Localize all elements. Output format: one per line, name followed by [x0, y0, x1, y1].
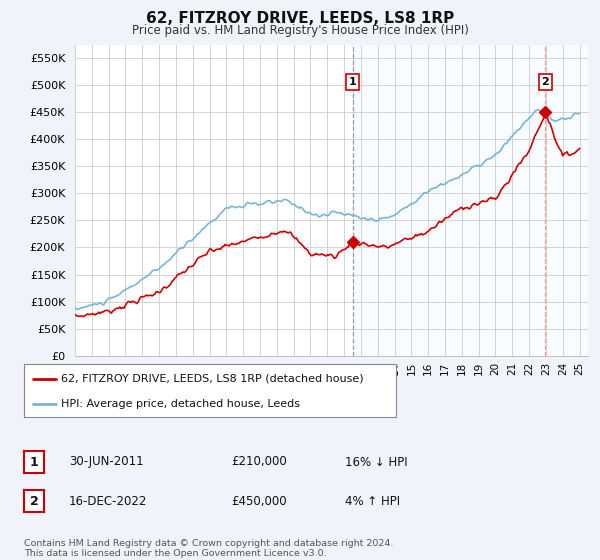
Text: 62, FITZROY DRIVE, LEEDS, LS8 1RP (detached house): 62, FITZROY DRIVE, LEEDS, LS8 1RP (detac…: [61, 374, 364, 384]
Text: £450,000: £450,000: [231, 494, 287, 508]
Text: 1: 1: [29, 455, 38, 469]
Bar: [353, 45, 588, 356]
Text: £210,000: £210,000: [231, 455, 287, 469]
Text: HPI: Average price, detached house, Leeds: HPI: Average price, detached house, Leed…: [61, 399, 300, 409]
Text: Contains HM Land Registry data © Crown copyright and database right 2024.
This d: Contains HM Land Registry data © Crown c…: [24, 539, 394, 558]
Text: 1: 1: [349, 77, 356, 87]
Text: 62, FITZROY DRIVE, LEEDS, LS8 1RP: 62, FITZROY DRIVE, LEEDS, LS8 1RP: [146, 11, 454, 26]
Text: 16% ↓ HPI: 16% ↓ HPI: [345, 455, 407, 469]
Text: 30-JUN-2011: 30-JUN-2011: [69, 455, 143, 469]
Text: 16-DEC-2022: 16-DEC-2022: [69, 494, 148, 508]
Text: Price paid vs. HM Land Registry's House Price Index (HPI): Price paid vs. HM Land Registry's House …: [131, 24, 469, 36]
Text: 4% ↑ HPI: 4% ↑ HPI: [345, 494, 400, 508]
Text: 2: 2: [29, 494, 38, 508]
Text: 2: 2: [542, 77, 550, 87]
